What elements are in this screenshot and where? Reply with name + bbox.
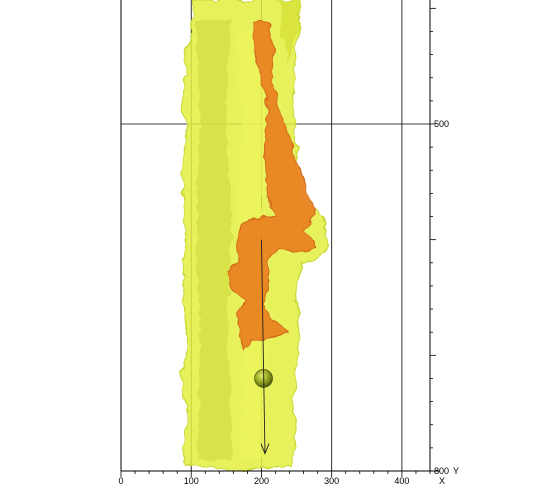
x-tick-label-200: 200 [254, 476, 269, 485]
y-tick-label-800: 800 [434, 466, 449, 476]
x-tick-label-100: 100 [184, 476, 199, 485]
x-tick-label-400: 400 [394, 476, 409, 485]
x-axis-ticks: 0 100 200 300 400 X [118, 471, 445, 485]
x-tick-label-0: 0 [118, 476, 123, 485]
y-axis-label: Y [453, 466, 459, 476]
x-tick-label-300: 300 [324, 476, 339, 485]
y-tick-label-500: 500 [434, 119, 449, 129]
y-axis-ticks: 500 800 Y [430, 8, 459, 476]
x-axis-label: X [439, 476, 445, 485]
